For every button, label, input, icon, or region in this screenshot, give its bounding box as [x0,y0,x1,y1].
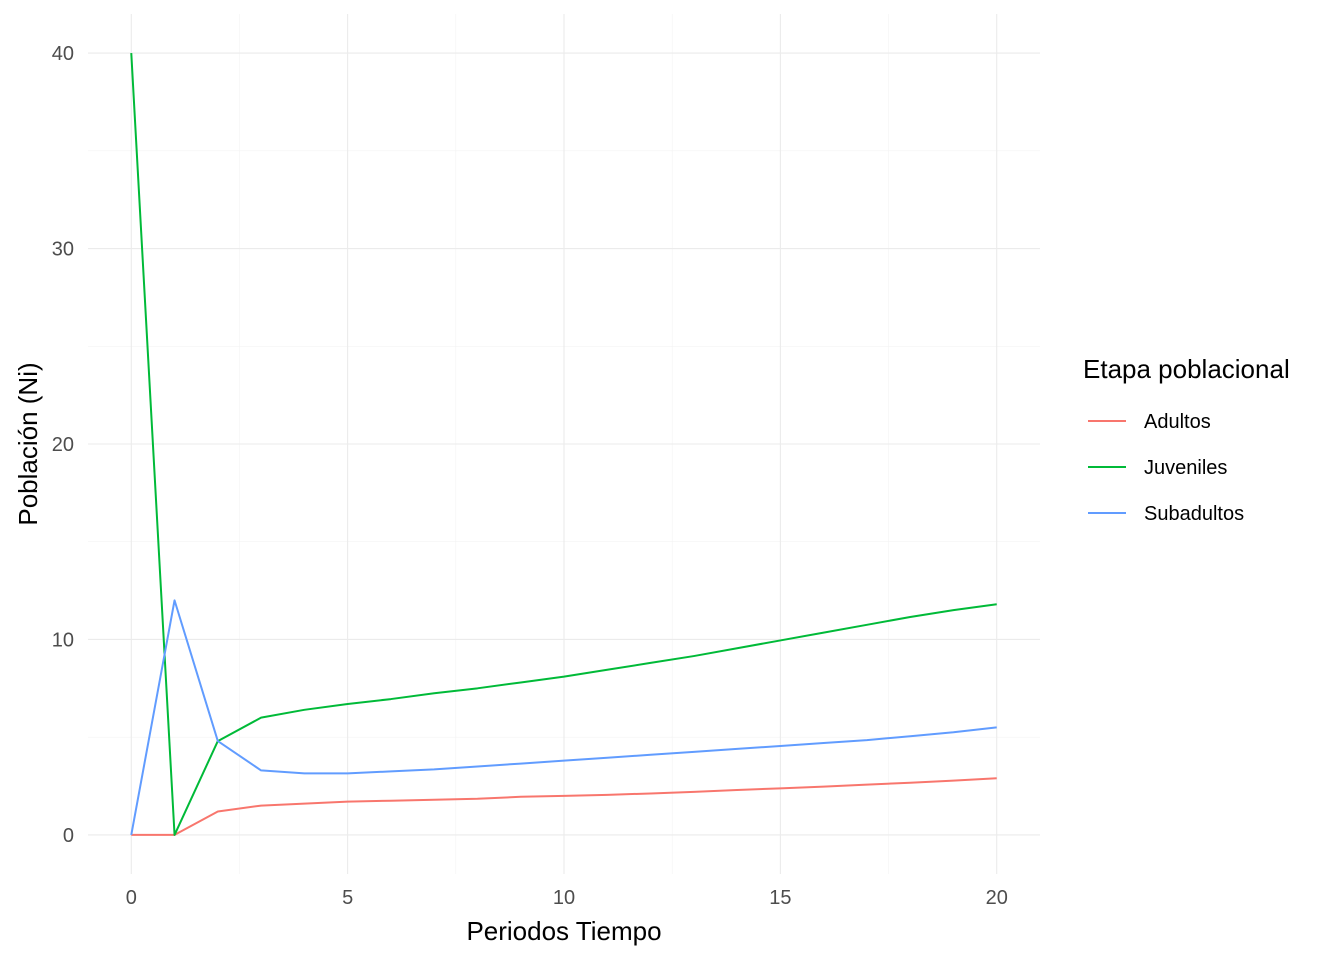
legend-title: Etapa poblacional [1083,354,1290,384]
y-axis-title: Población (Ni) [13,362,43,525]
x-axis-title: Periodos Tiempo [466,916,661,946]
x-tick-label: 0 [126,887,137,909]
x-tick-label: 15 [769,887,791,909]
series-lines [130,53,997,836]
x-tick-label: 10 [553,887,575,909]
series-line-adultos [131,777,997,836]
x-tick-label: 5 [342,887,353,909]
legend-items: Adultos Juveniles Subadultos [1088,411,1244,525]
y-axis-tick-labels: 0 10 20 30 40 [52,43,74,847]
y-tick-label: 10 [52,629,74,651]
y-tick-label: 20 [52,434,74,456]
series-line-juveniles [130,53,997,836]
legend-label-juveniles: Juveniles [1144,457,1227,479]
legend-label-adultos: Adultos [1144,411,1211,433]
series-line-subadultos [130,599,997,836]
legend-label-subadultos: Subadultos [1144,503,1244,525]
y-tick-label: 0 [63,825,74,847]
y-tick-label: 30 [52,239,74,261]
x-axis-tick-labels: 0 5 10 15 20 [126,887,1008,909]
y-tick-label: 40 [52,43,74,65]
major-gridlines [88,14,1040,874]
x-tick-label: 20 [986,887,1008,909]
legend: Etapa poblacional Adultos Juveniles Subadu… [1083,354,1290,525]
